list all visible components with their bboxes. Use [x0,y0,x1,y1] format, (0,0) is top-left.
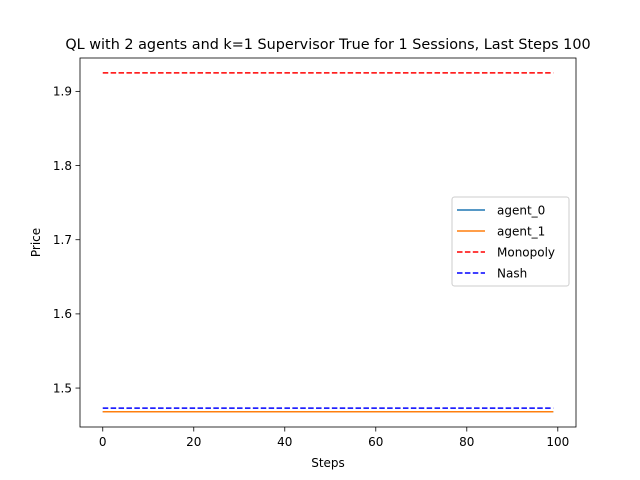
y-tick-label: 1.6 [53,307,72,321]
plot-frame [79,57,577,428]
x-axis-label: Steps [311,456,345,470]
legend: agent_0 agent_1 Monopoly Nash [451,196,570,287]
y-tick-label: 1.8 [53,159,72,173]
x-tick-label: 100 [546,435,569,449]
legend-box [451,196,570,287]
x-tick-label: 80 [459,435,474,449]
y-tick-label: 1.9 [53,85,72,99]
legend-label: Nash [497,266,527,280]
legend-label: Monopoly [497,245,555,259]
legend-label: agent_1 [497,224,545,238]
x-tick-label: 40 [277,435,292,449]
x-tick-label: 20 [186,435,201,449]
series-layer [102,72,554,413]
x-tick-label: 0 [99,435,107,449]
x-tick-label: 60 [368,435,383,449]
y-axis-ticks: 1.5 1.6 1.7 1.8 1.9 [53,85,80,395]
y-tick-label: 1.7 [53,233,72,247]
legend-label: agent_0 [497,203,545,217]
y-axis-label: Price [29,228,43,257]
chart-title: QL with 2 agents and k=1 Supervisor True… [65,37,590,53]
y-tick-label: 1.5 [53,381,72,395]
x-axis-ticks: 0 20 40 60 80 100 [99,427,569,449]
